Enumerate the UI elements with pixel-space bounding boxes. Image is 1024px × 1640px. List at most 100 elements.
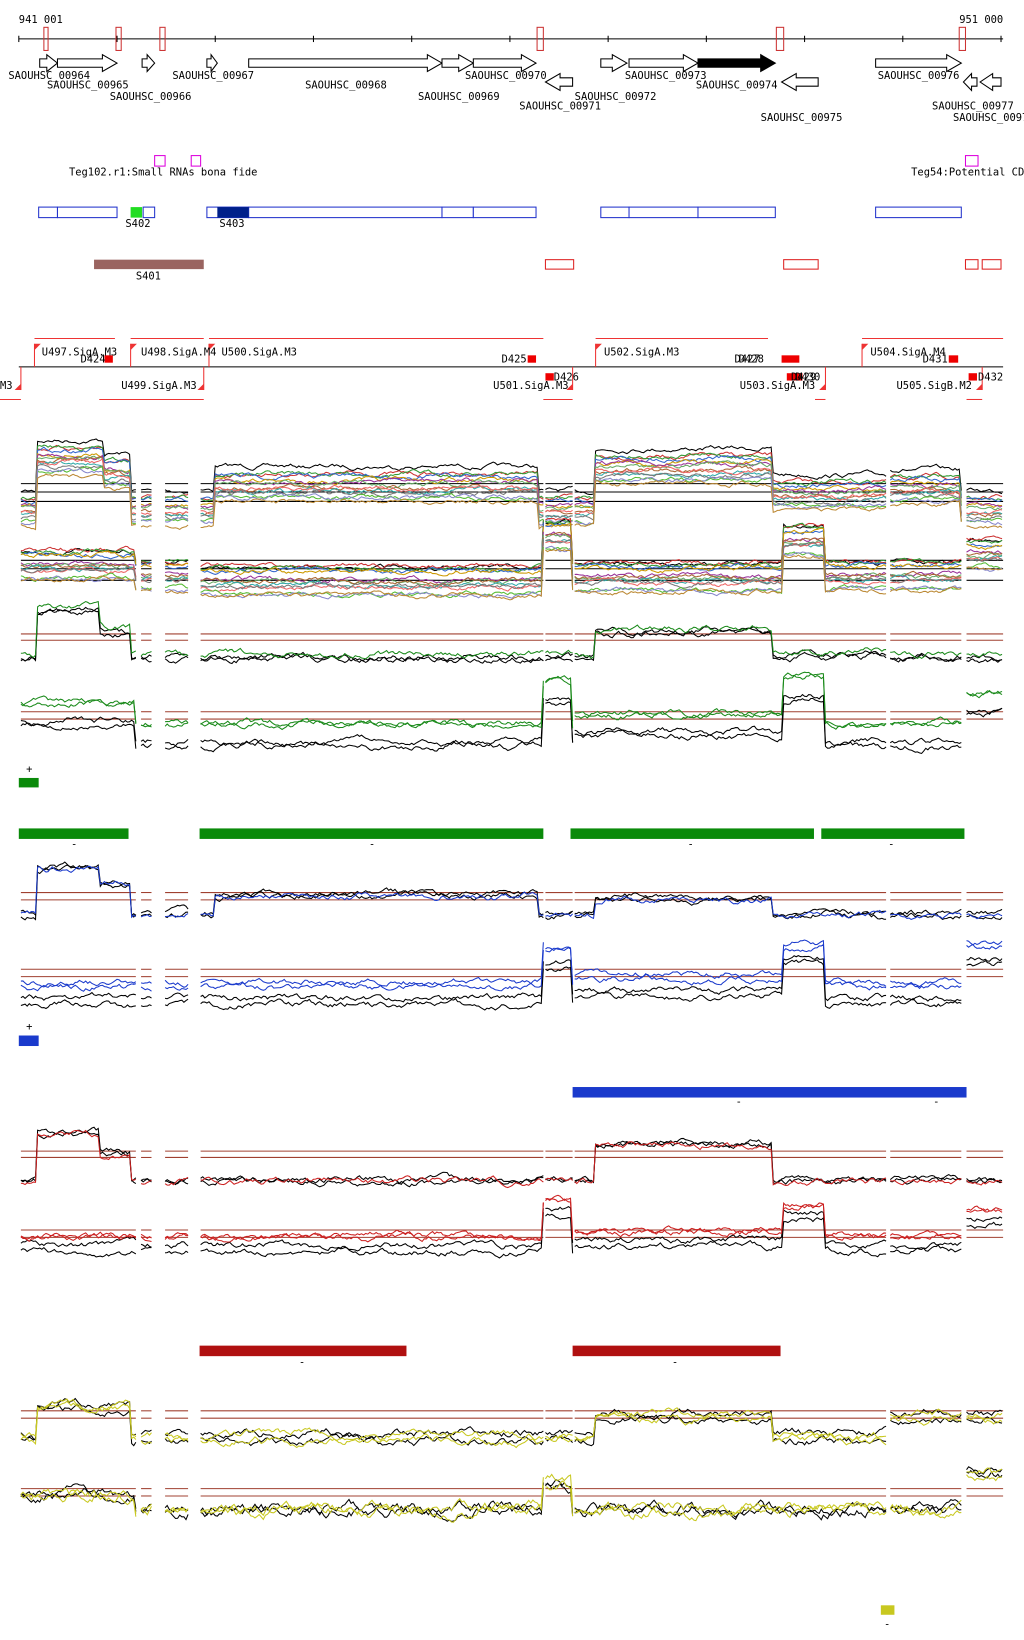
expression-trace: [574, 537, 887, 583]
expression-trace: [20, 467, 136, 526]
expression-trace: [574, 541, 887, 588]
strand-bar: [821, 828, 965, 839]
promoter-flag-head: [197, 383, 204, 391]
promoter-label: U501.SigA.M3: [493, 380, 568, 392]
expression-trace: [200, 1202, 544, 1243]
expression-trace: [140, 563, 152, 568]
expression-trace: [545, 498, 573, 503]
expression-trace: [574, 476, 887, 526]
segment-box: [544, 259, 575, 270]
expression-trace: [164, 1241, 189, 1249]
expression-trace: [20, 1490, 137, 1517]
strand-sign: -: [672, 1357, 678, 1369]
expression-trace: [200, 1433, 544, 1449]
expression-trace: [20, 438, 136, 493]
expression-trace: [574, 624, 887, 659]
feature-mark: [159, 26, 166, 51]
expression-trace: [545, 1213, 574, 1254]
expression-trace: [574, 522, 887, 569]
expression-trace: [20, 562, 137, 580]
expression-trace: [140, 981, 152, 984]
expression-trace: [140, 579, 152, 584]
expression-trace: [164, 655, 189, 664]
expression-trace: [164, 504, 189, 510]
expression-trace: [140, 913, 152, 918]
expression-trace: [20, 1398, 137, 1446]
strand-bar: [18, 828, 129, 839]
expression-trace: [545, 1194, 574, 1236]
expression-trace: [164, 576, 189, 582]
expression-trace: [890, 650, 962, 660]
expression-trace: [966, 1412, 1003, 1420]
expression-trace: [200, 686, 544, 731]
expression-trace: [545, 652, 573, 660]
segment-box: [981, 259, 1002, 270]
expression-trace: [889, 1173, 962, 1183]
expression-trace: [545, 959, 574, 995]
expression-trace: [20, 1232, 137, 1243]
expression-trace: [20, 550, 137, 565]
expression-trace: [574, 1500, 887, 1518]
expression-trace: [20, 1403, 137, 1447]
expression-trace: [889, 1230, 962, 1240]
expression-trace: [164, 588, 189, 593]
expression-trace: [889, 1499, 962, 1516]
expression-trace: [574, 943, 887, 991]
promoter-flag-head: [566, 383, 573, 391]
expression-trace: [200, 531, 544, 585]
expression-trace: [140, 588, 152, 592]
promoter-flag-head: [975, 383, 983, 391]
gene-arrow: [697, 53, 777, 73]
promoter-flag-head: [130, 343, 137, 351]
expression-trace: [889, 1417, 962, 1426]
expression-trace: [574, 522, 887, 567]
expression-trace: [164, 1178, 189, 1185]
expression-trace: [574, 892, 887, 920]
expression-trace: [966, 512, 1003, 518]
expression-trace: [140, 512, 152, 515]
gene-label: SAOUHSC_00971: [519, 100, 601, 112]
expression-trace: [200, 887, 544, 916]
strand-bar: [880, 1605, 895, 1615]
expression-trace: [966, 525, 1003, 529]
expression-trace: [966, 913, 1003, 920]
expression-trace: [545, 546, 574, 588]
expression-trace: [140, 574, 152, 579]
expression-trace: [164, 589, 189, 595]
promoter-flag-head: [595, 343, 602, 351]
expression-trace: [966, 707, 1003, 715]
gene-arrow: [600, 53, 628, 73]
expression-trace: [164, 577, 189, 583]
promoter-label: D432: [978, 372, 1003, 384]
expression-trace: [574, 458, 887, 509]
expression-trace: [545, 545, 574, 590]
expression-trace: [574, 1202, 887, 1239]
expression-trace: [574, 955, 887, 1002]
expression-trace: [889, 586, 962, 594]
annotation-label: Teg54:Potential CDS: [911, 167, 1024, 179]
segment-box: [441, 206, 474, 219]
expression-trace: [574, 671, 887, 730]
expression-trace: [140, 488, 152, 491]
expression-trace: [200, 961, 544, 1003]
gene-label: SAOUHSC_00975: [761, 112, 843, 124]
promoter-flag-head: [862, 343, 869, 351]
expression-trace: [20, 695, 137, 723]
expression-trace: [140, 1233, 152, 1240]
expression-trace: [889, 495, 962, 522]
expression-trace: [574, 1502, 887, 1522]
promoter-label: D431: [923, 354, 948, 366]
expression-trace: [545, 654, 573, 663]
expression-trace: [545, 1177, 573, 1182]
expression-trace: [140, 1178, 152, 1182]
gene-arrow: [441, 53, 475, 73]
expression-trace: [20, 1488, 137, 1512]
expression-trace: [574, 1202, 887, 1241]
strand-bar: [570, 828, 814, 839]
expression-trace: [164, 516, 189, 523]
expression-trace: [890, 983, 962, 990]
expression-trace: [545, 522, 574, 564]
expression-trace: [889, 570, 962, 578]
expression-trace: [141, 577, 152, 582]
expression-trace: [200, 949, 544, 992]
